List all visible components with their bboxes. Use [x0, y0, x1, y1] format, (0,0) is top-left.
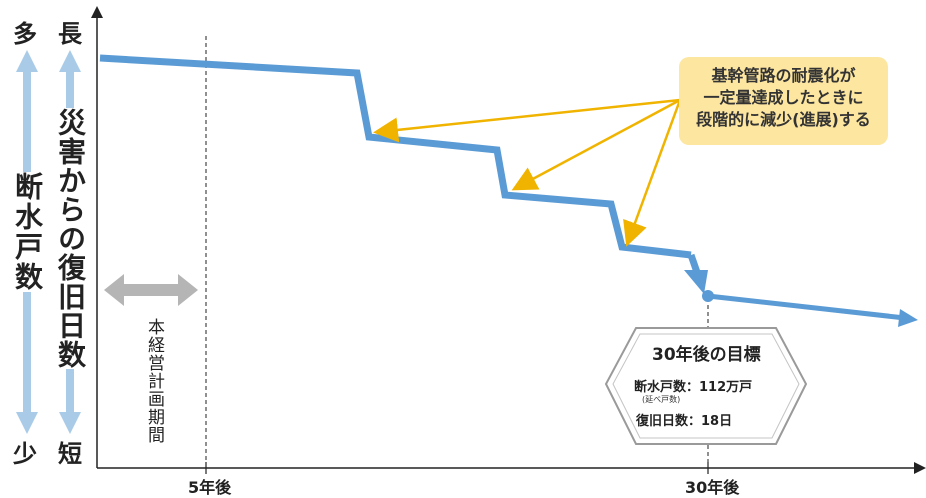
target-outage: 断水戸数：112万戸	[634, 380, 753, 395]
outage-axis-title: 断水戸数	[9, 172, 45, 292]
callout-line-1: 基幹管路の耐震化が	[711, 66, 856, 85]
callout-line-2: 一定量達成したときに	[703, 88, 864, 107]
period-label: 本経営計画期間	[144, 318, 164, 444]
outage-trend-line	[99, 54, 692, 259]
target-title: 30年後の目標	[652, 345, 761, 365]
x-tick-label-30y: 30年後	[685, 478, 740, 497]
target-recovery: 復旧日数：18日	[636, 414, 733, 429]
y-top-left-label: 多	[13, 20, 37, 48]
recovery-axis-title: 災害からの復旧日数	[52, 108, 88, 369]
y-bottom-left-label: 少	[13, 440, 37, 468]
target-panel-frame	[604, 327, 808, 445]
y-top-right-label: 長	[58, 20, 82, 48]
x-tick-label-5y: 5年後	[188, 478, 232, 497]
trend-tail-arrowhead	[898, 309, 918, 327]
target-outage-note: (延べ戸数)	[642, 395, 681, 404]
callout-box: 基幹管路の耐震化が 一定量達成したときに 段階的に減少(進展)する	[679, 57, 888, 145]
y-bottom-right-label: 短	[58, 440, 82, 468]
callout-line-3: 段階的に減少(進展)する	[696, 110, 871, 129]
period-arrow	[104, 274, 198, 306]
outage-trend-tail	[707, 293, 906, 321]
callout-arrows	[373, 98, 682, 247]
target-point	[702, 290, 714, 302]
